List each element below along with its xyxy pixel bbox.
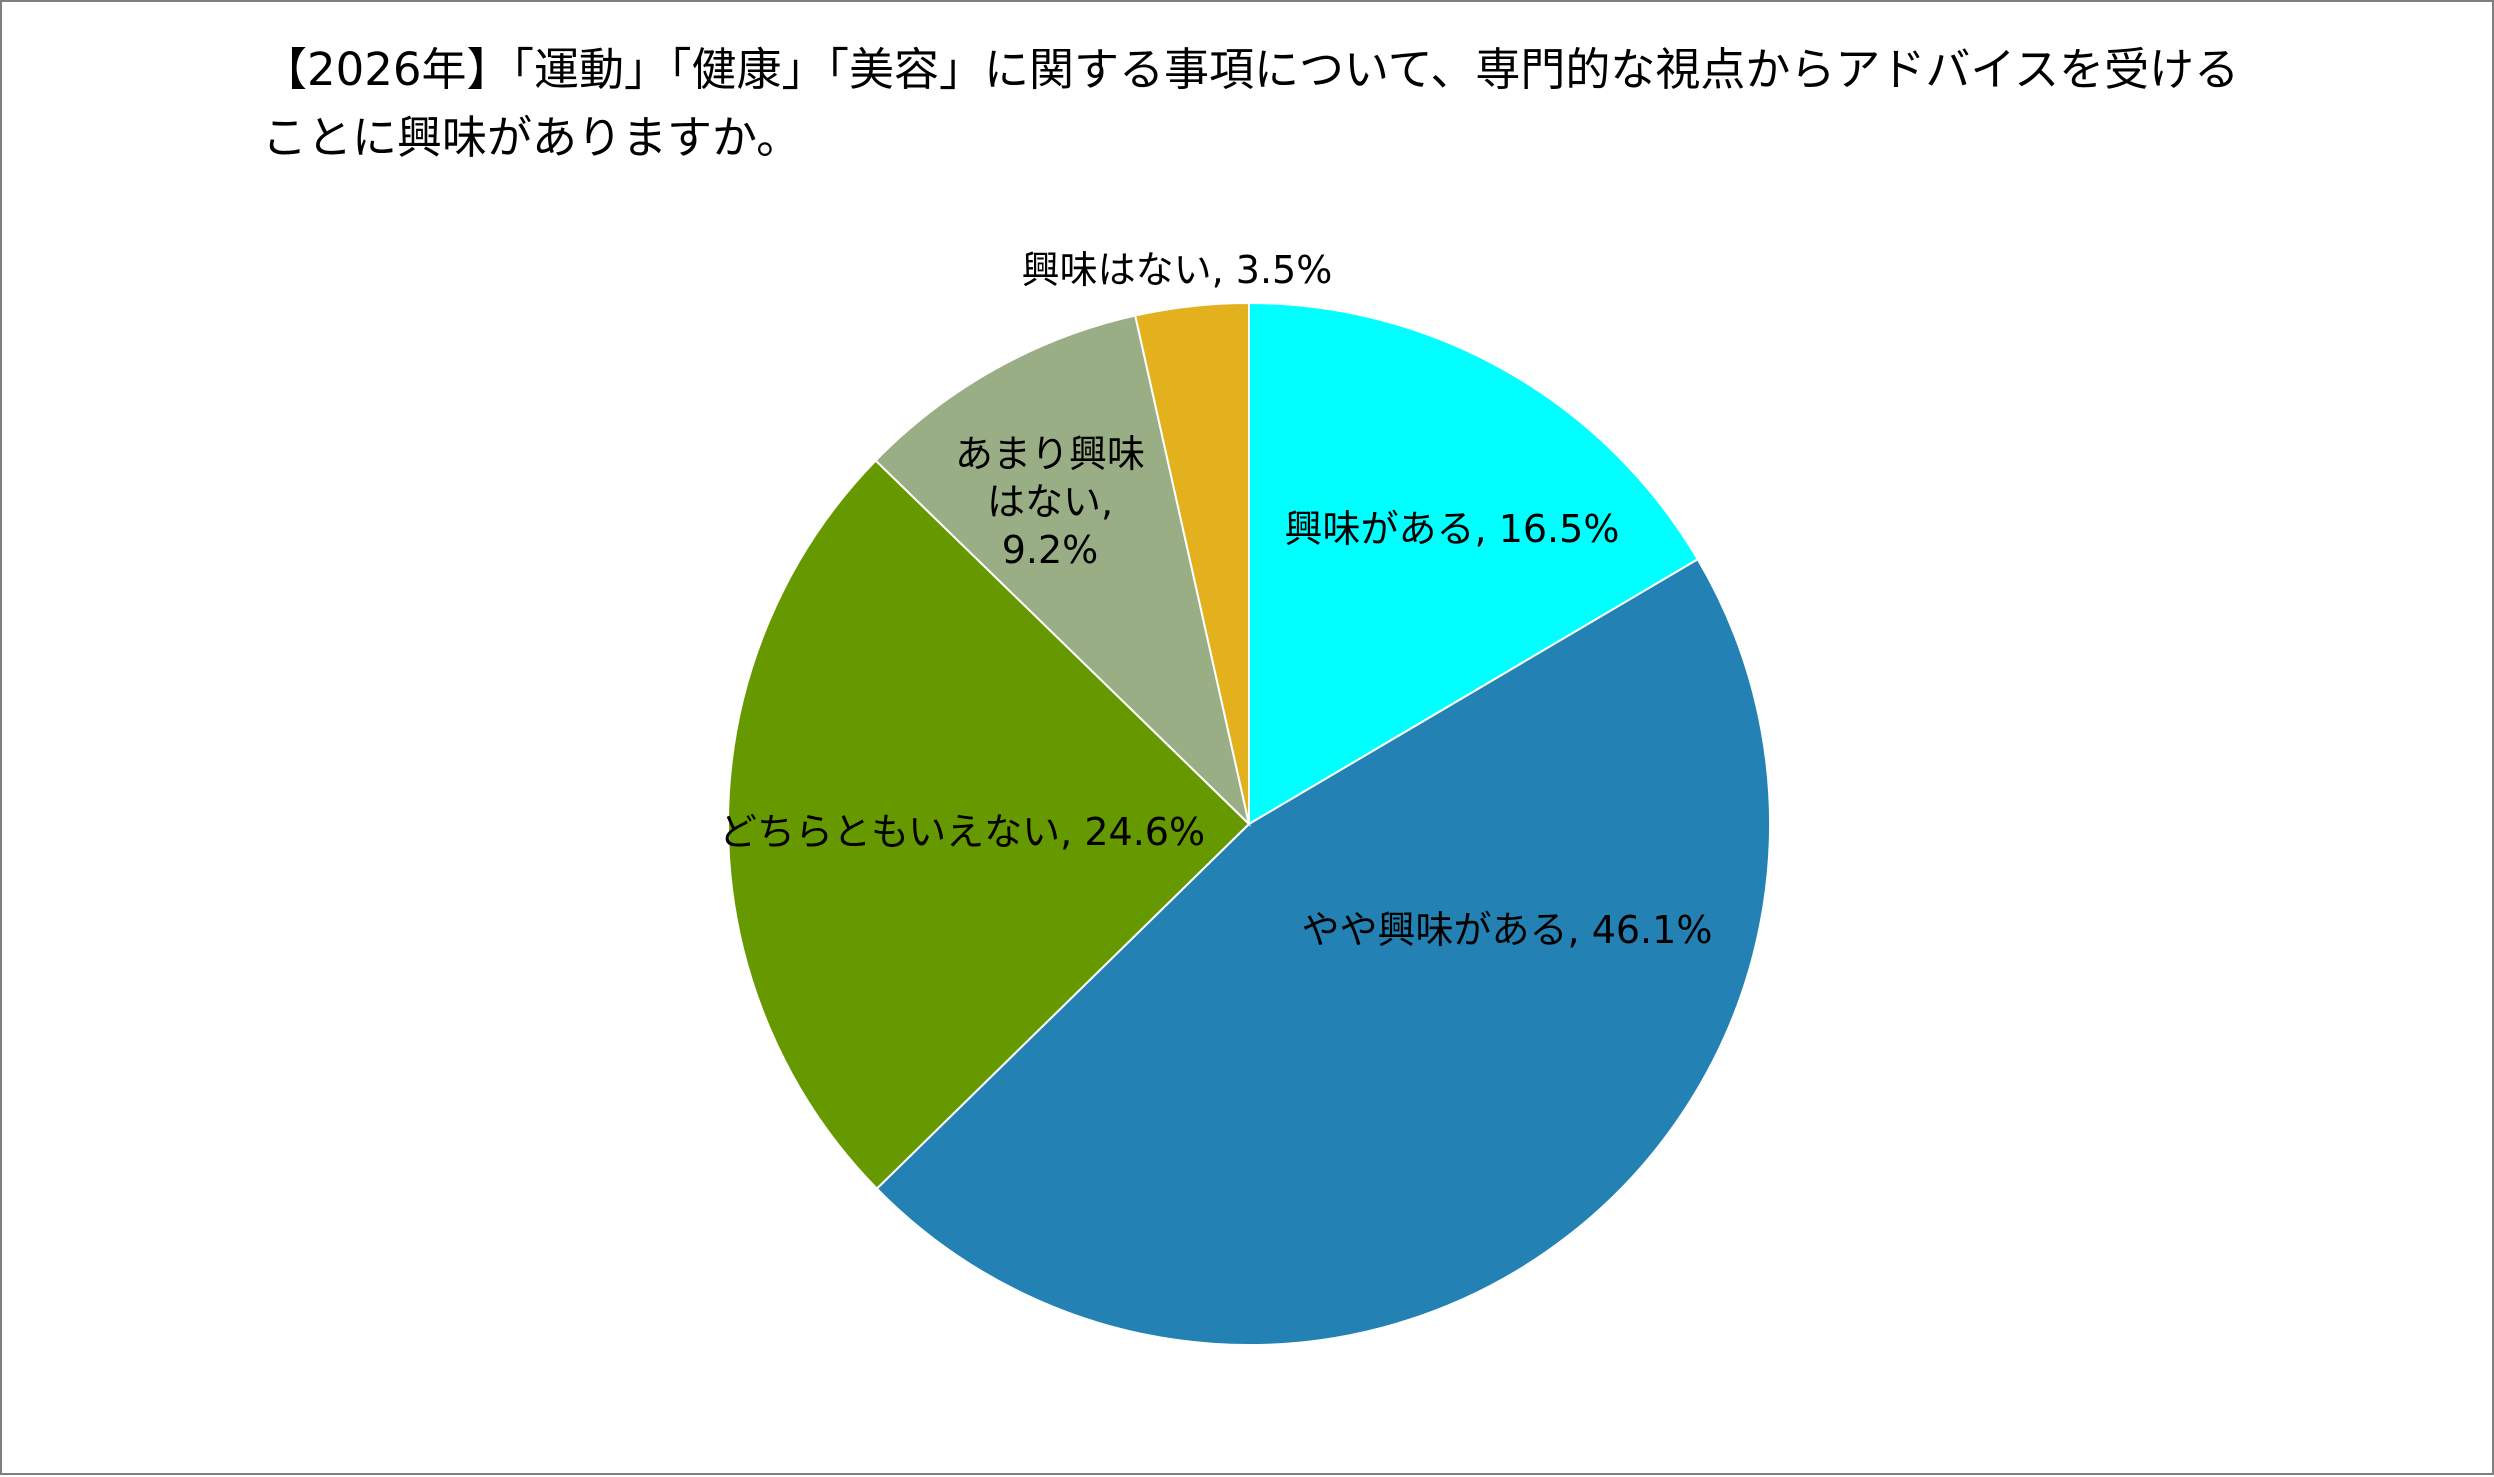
pie-slice-3 [727,459,1251,1191]
data-label-3: どちらともいえない, 24.6% [719,810,1205,854]
data-label-1: 興味がある, 16.5% [1285,507,1620,551]
pie-slice-4 [874,314,1251,828]
data-label-2-line-1: やや興味がある, 46.1% [1302,908,1713,952]
pie-slice-1 [1248,301,1700,826]
pie-slice-5 [1134,301,1250,825]
data-label-5: 興味はない, 3.5% [1022,248,1333,292]
pie-slices [727,301,1771,1347]
data-label-4-line-2: はない, [987,480,1113,524]
pie-data-labels: 興味がある, 16.5% やや興味がある, 46.1% どちらともいえない, 24.… [719,248,1713,952]
chart-title-line-1: 【2026年】「運動」「健康」「美容」に関する事項について、専門的な視点からアド… [262,43,2240,96]
data-label-4-line-1: あまり興味 [955,432,1145,476]
data-label-3-line-1: どちらともいえない, 24.6% [719,810,1205,854]
chart-title-line-2: ことに興味がありますか。 [262,111,802,164]
data-label-5-line-1: 興味はない, 3.5% [1022,248,1333,292]
data-label-1-line-1: 興味がある, 16.5% [1285,507,1620,551]
data-label-4-line-3: 9.2% [1002,528,1099,572]
pie-slice-2 [875,557,1771,1347]
chart-title: 【2026年】「運動」「健康」「美容」に関する事項について、専門的な視点からアド… [262,36,2262,172]
data-label-2: やや興味がある, 46.1% [1302,908,1713,952]
data-label-4: あまり興味はない, 9.2% [955,432,1145,572]
